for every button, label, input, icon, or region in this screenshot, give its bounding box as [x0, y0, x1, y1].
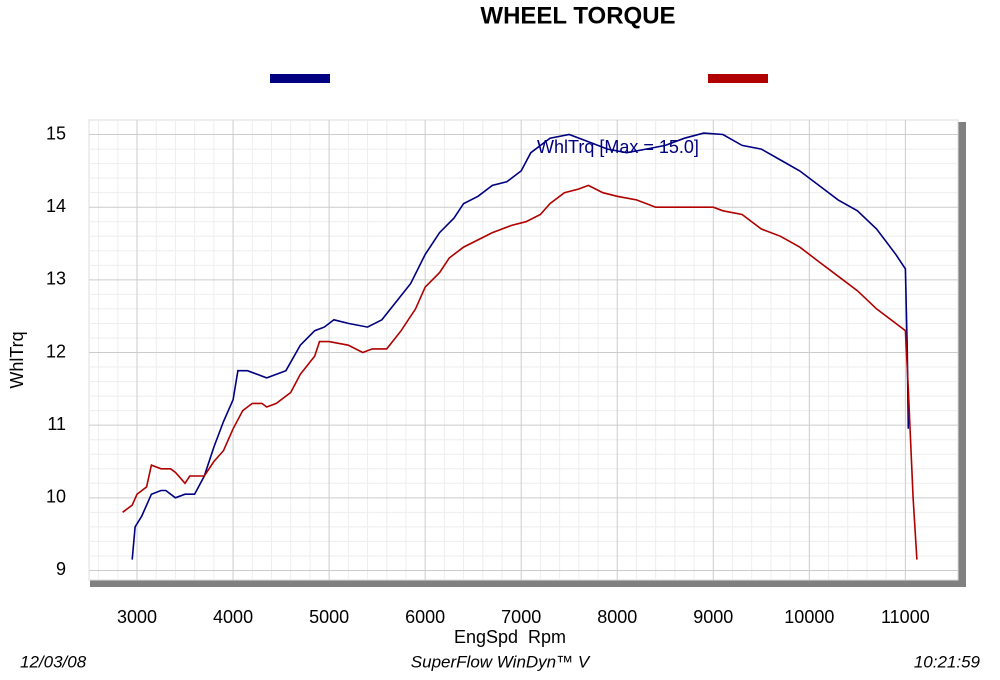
- torque-line: [122, 184, 918, 560]
- torque-line: [131, 132, 910, 560]
- plot-area: [88, 119, 959, 581]
- y-tick-label: 10: [46, 487, 66, 507]
- chart-title: WHEEL TORQUE: [480, 2, 675, 29]
- x-tick-label: 4000: [213, 607, 253, 627]
- x-tick-label: 9000: [693, 607, 733, 627]
- x-tick-label: 10000: [784, 607, 834, 627]
- x-tick-label: 3000: [117, 607, 157, 627]
- grid: [88, 119, 959, 581]
- x-tick-label: 5000: [309, 607, 349, 627]
- y-tick-label: 9: [56, 559, 66, 579]
- legend-swatch: [708, 74, 768, 83]
- frame-right: [958, 122, 966, 587]
- plot-lines: [122, 132, 918, 560]
- y-tick-label: 15: [46, 123, 66, 143]
- x-tick-label: 11000: [881, 607, 930, 627]
- y-tick-label: 12: [46, 341, 66, 361]
- x-axis-label: EngSpd Rpm: [454, 627, 566, 647]
- x-tick-label: 7000: [501, 607, 541, 627]
- footer-software: SuperFlow WinDyn™ V: [411, 652, 591, 671]
- y-tick-label: 14: [46, 196, 66, 216]
- y-axis-label: WhlTrq: [7, 331, 27, 388]
- legend-swatch: [270, 74, 330, 83]
- footer-date: 12/03/08: [20, 652, 87, 671]
- footer-time: 10:21:59: [914, 652, 981, 671]
- x-tick-label: 8000: [597, 607, 637, 627]
- max-annotation: WhlTrq [Max = 15.0]: [537, 137, 699, 157]
- x-tick-label: 6000: [405, 607, 445, 627]
- y-tick-label: 13: [46, 269, 66, 289]
- frame-bottom: [90, 580, 966, 587]
- y-tick-label: 11: [47, 414, 66, 434]
